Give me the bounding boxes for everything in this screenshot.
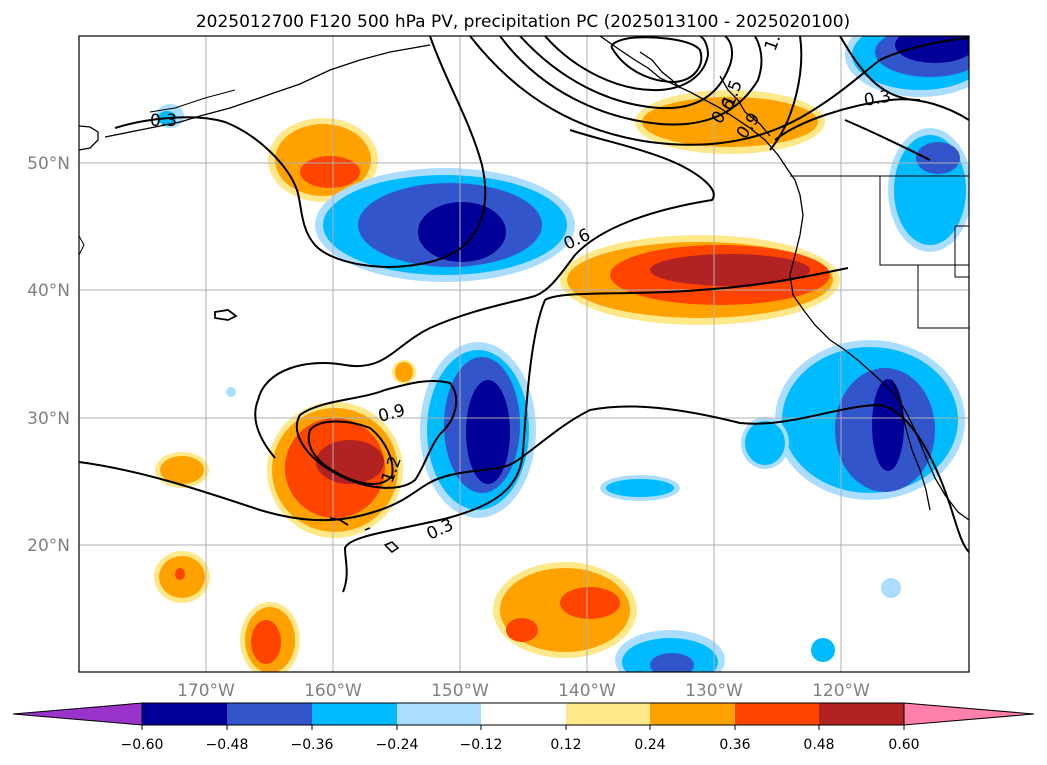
colorbar-segment <box>312 703 397 725</box>
positive-precip-blob <box>268 118 378 202</box>
contour-label: 0.3 <box>862 87 892 111</box>
longitude-labels: 170°W 160°W 150°W 140°W 130°W 120°W <box>177 681 870 701</box>
negative-precip-blob <box>741 417 789 469</box>
negative-precip-blob <box>226 387 236 397</box>
colorbar-frame <box>141 702 905 726</box>
colorbar-tick-label: 0.12 <box>550 737 581 753</box>
colorbar-segment <box>142 703 227 725</box>
lon-label: 140°W <box>558 681 616 701</box>
lat-label: 20°N <box>27 536 70 556</box>
lon-label: 130°W <box>685 681 743 701</box>
lat-label: 50°N <box>27 154 70 174</box>
colorbar-tick-label: −0.24 <box>376 737 419 753</box>
positive-precip-blob <box>240 602 300 672</box>
pv-contours <box>79 36 969 593</box>
colorbar-segment <box>481 703 566 725</box>
colorbar-tick-label: 0.60 <box>888 737 919 753</box>
colorbar-segment <box>735 703 819 725</box>
positive-precip-blob <box>154 551 210 603</box>
colorbar-segment <box>650 703 735 725</box>
figure-title: 2025012700 F120 500 hPa PV, precipitatio… <box>196 12 850 32</box>
colorbar-extend-high <box>903 702 1035 726</box>
latitude-labels: 50°N 40°N 30°N 20°N <box>27 154 70 556</box>
lon-label: 160°W <box>304 681 362 701</box>
negative-precip-blob <box>775 340 965 500</box>
positive-precip-blob <box>560 235 840 325</box>
graticule <box>79 36 969 672</box>
colorbar-tick-label: −0.60 <box>121 737 164 753</box>
positive-precip-blob <box>392 360 416 384</box>
colorbar-tick-label: 0.48 <box>803 737 834 753</box>
colorbar-segment <box>397 703 481 725</box>
lat-label: 30°N <box>27 409 70 429</box>
positive-precip-blob <box>493 562 637 658</box>
map-area: 0.3 0.3 0.6 0.9 1.2 0.3 1.5 1. 0.9 0.6 <box>79 32 969 672</box>
colorbar-segment <box>566 703 650 725</box>
positive-precip-blob <box>155 452 209 488</box>
lon-label: 120°W <box>812 681 870 701</box>
contour-label: 0.3 <box>150 111 177 131</box>
colorbar-extend-low <box>12 702 143 726</box>
colorbar-tick-label: −0.12 <box>460 737 503 753</box>
colorbar-segment <box>227 703 312 725</box>
contour-label: 1. <box>761 32 785 54</box>
negative-precip-blob <box>845 36 969 97</box>
lon-label: 170°W <box>177 681 235 701</box>
lon-label: 150°W <box>431 681 489 701</box>
colorbar-tick-label: −0.36 <box>291 737 334 753</box>
colorbar-segment <box>819 703 904 725</box>
colorbar-tick-label: 0.24 <box>634 737 665 753</box>
negative-precip-blob <box>420 342 536 518</box>
negative-precip-blob <box>315 168 575 282</box>
colorbar-tick-label: 0.36 <box>719 737 750 753</box>
lat-label: 40°N <box>27 281 70 301</box>
map-frame <box>78 35 970 673</box>
negative-precip-blob <box>600 475 680 501</box>
negative-precip-blob <box>615 630 725 672</box>
colorbar-ticks <box>141 725 905 730</box>
negative-precip-blob <box>881 578 901 598</box>
negative-precip-blob <box>811 638 835 662</box>
colorbar-tick-label: −0.48 <box>206 737 249 753</box>
colorbar: −0.60 −0.48 −0.36 −0.24 −0.12 0.12 0.24 … <box>12 702 1035 753</box>
